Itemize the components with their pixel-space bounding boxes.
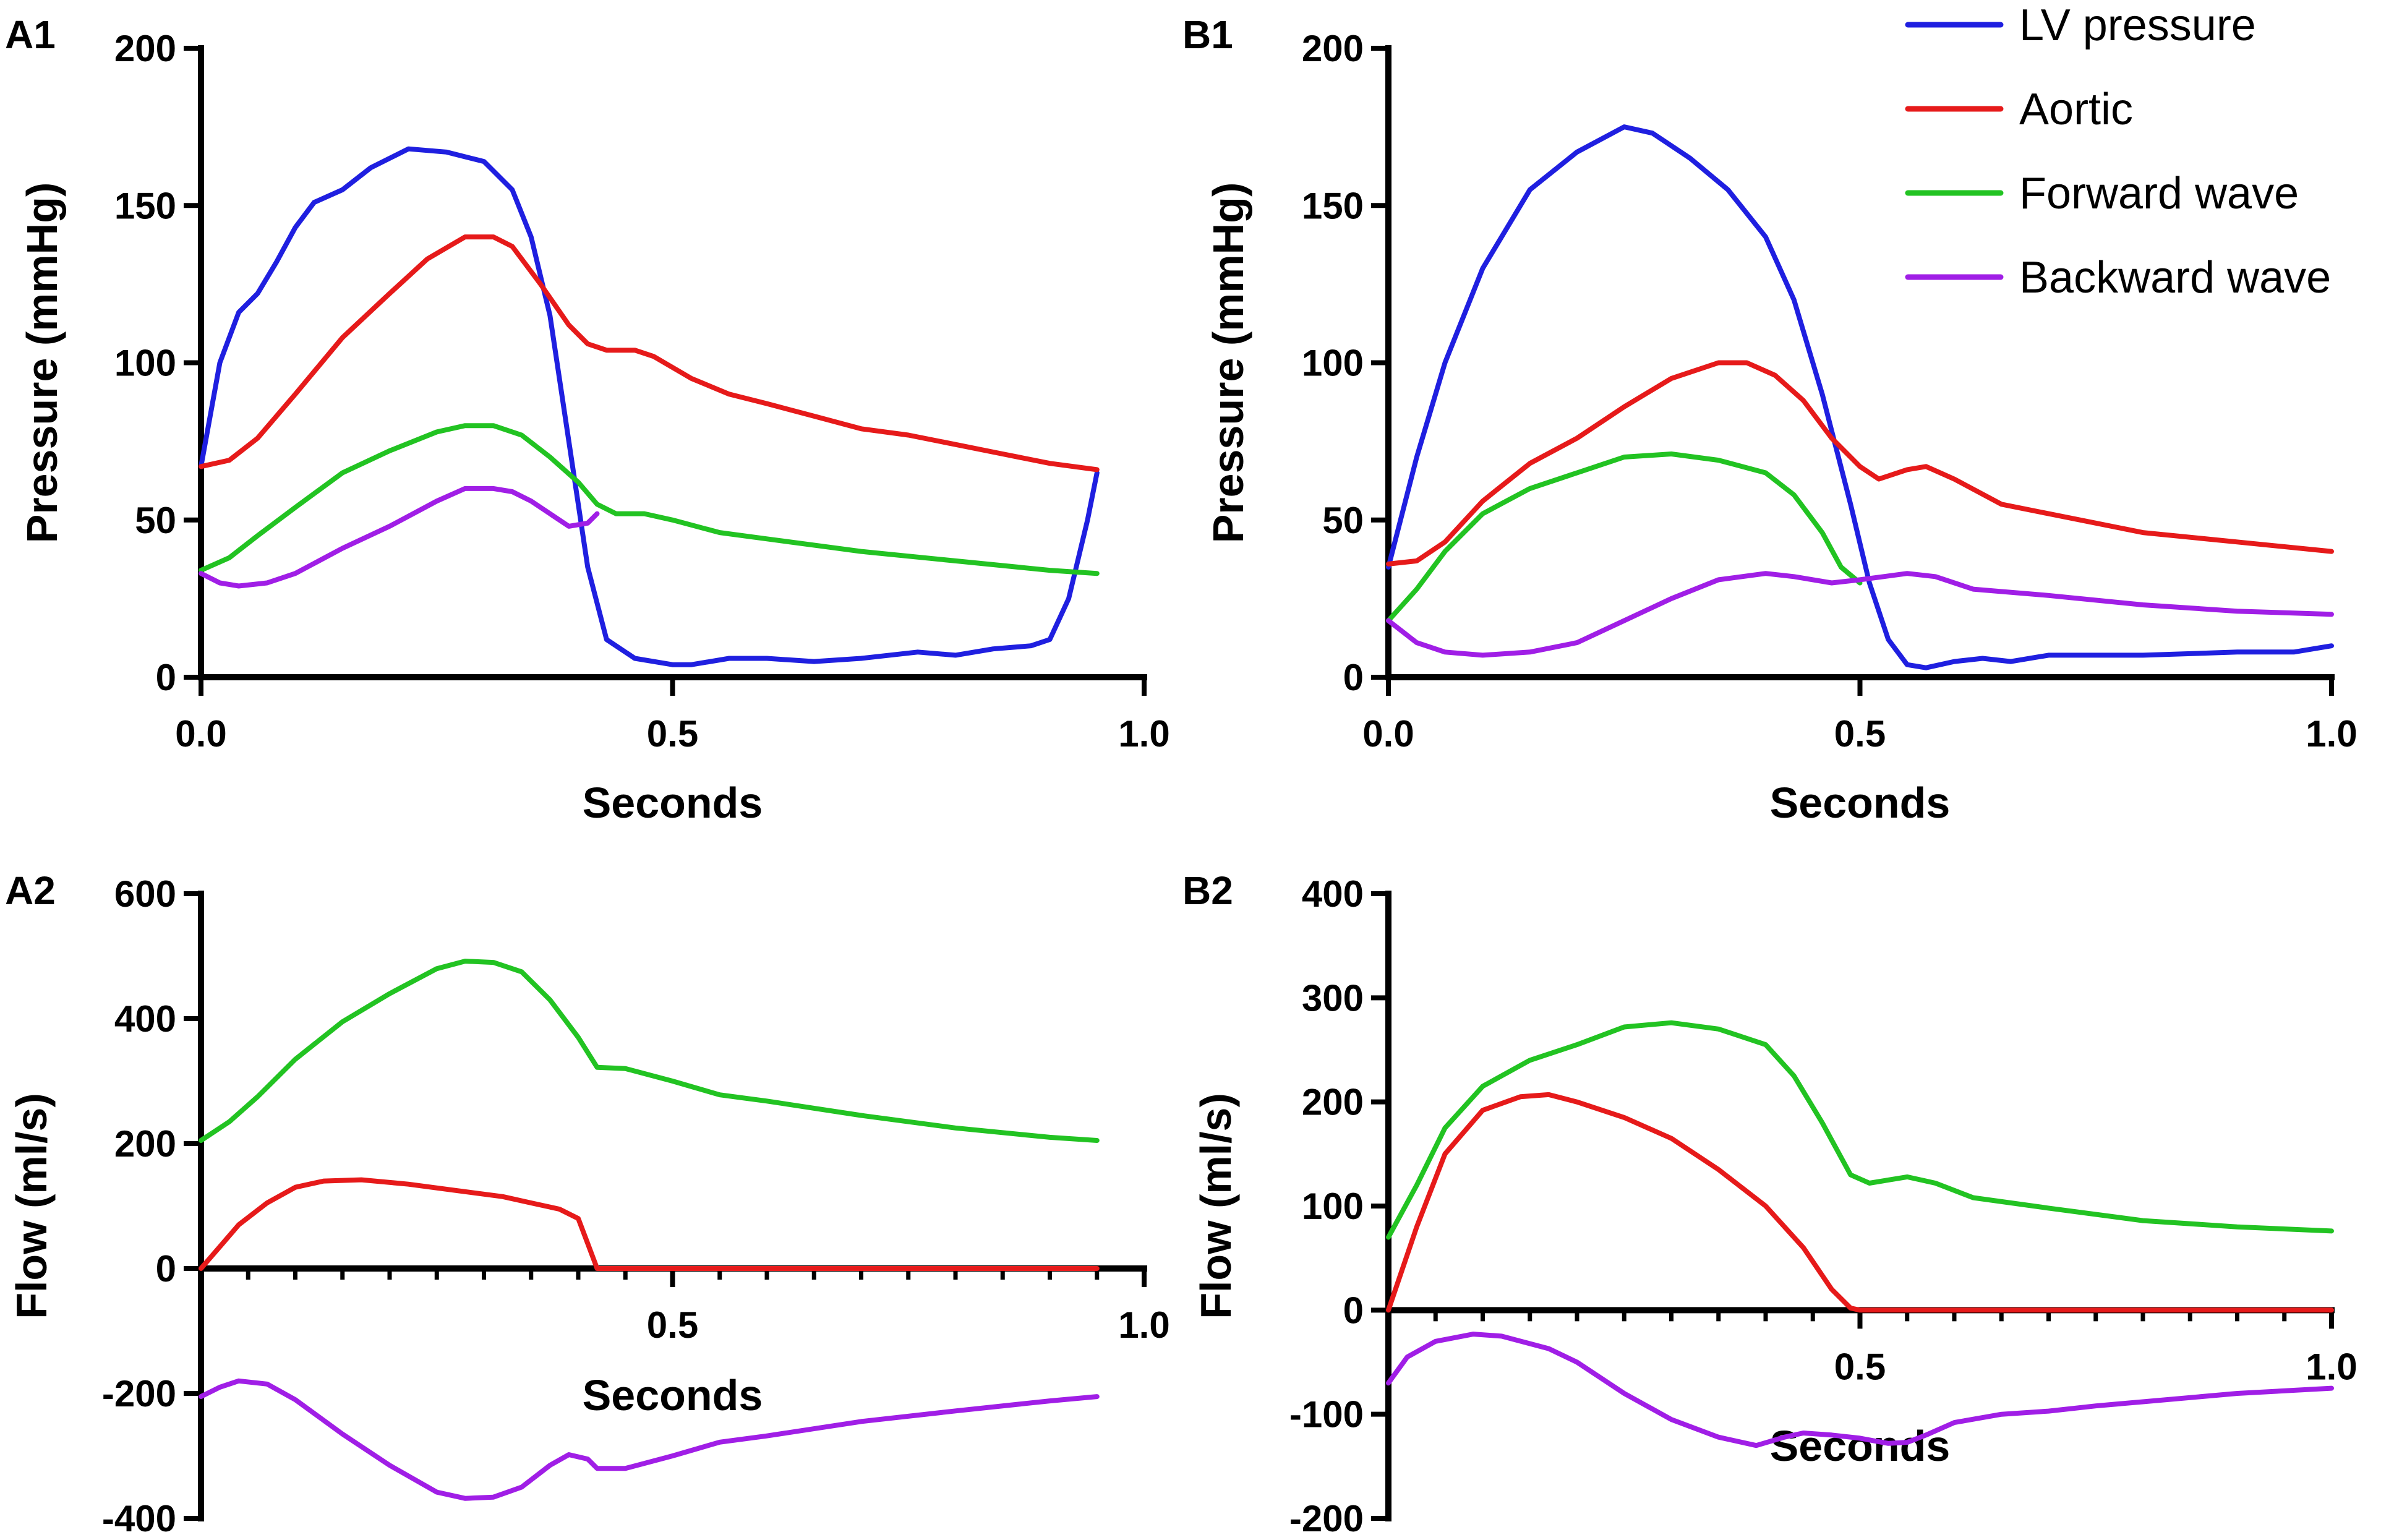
y-axis-title: Flow (ml/s) <box>7 1093 56 1319</box>
x-axis-title: Seconds <box>583 1371 763 1419</box>
legend-label-lv-pressure: LV pressure <box>2019 1 2256 50</box>
y-tick-label: 0 <box>156 657 176 698</box>
series-line-lv-pressure <box>199 146 1100 667</box>
y-tick-label: -100 <box>1289 1394 1364 1435</box>
y-tick-label: 200 <box>114 1123 176 1165</box>
y-tick-label: 100 <box>114 343 176 384</box>
x-tick-label: 0.0 <box>1362 713 1414 755</box>
series-line-forward-wave <box>1386 1020 2334 1240</box>
y-axis-title: Pressure (mmHg) <box>1204 182 1252 544</box>
y-axis-title: Pressure (mmHg) <box>18 182 66 544</box>
y-tick-label: 200 <box>114 28 176 69</box>
y-tick-label: 400 <box>1302 873 1364 915</box>
x-tick-label: 0.5 <box>647 713 698 755</box>
series-line-aortic <box>1386 1092 2334 1313</box>
y-tick-label: 50 <box>135 500 176 541</box>
x-tick-label: 1.0 <box>2306 1346 2357 1387</box>
x-tick-label: 0.0 <box>175 713 226 755</box>
x-axis-title: Seconds <box>583 779 763 827</box>
y-tick-label: -200 <box>102 1373 176 1414</box>
y-tick-label: 50 <box>1322 500 1364 541</box>
x-tick-label: 0.5 <box>647 1304 698 1346</box>
y-axis-title: Flow (ml/s) <box>1192 1093 1240 1319</box>
y-tick-label: 200 <box>1302 28 1364 69</box>
series-line-lv-pressure <box>1386 124 2334 670</box>
x-tick-label: 0.5 <box>1834 713 1886 755</box>
legend-label-aortic: Aortic <box>2019 85 2133 134</box>
x-tick-label: 1.0 <box>1118 713 1169 755</box>
series-line-forward-wave <box>199 423 1100 576</box>
series-line-backward-wave <box>199 486 600 589</box>
series-line-backward-wave <box>199 1378 1100 1501</box>
panel-label: A1 <box>5 12 56 57</box>
series-line-aortic <box>199 234 1100 473</box>
series-line-backward-wave <box>1386 571 2334 658</box>
legend: LV pressure Aortic Forward wave Backward wa… <box>1905 1 2331 302</box>
y-tick-label: 600 <box>114 873 176 915</box>
series-line-aortic <box>1386 360 2334 567</box>
series-line-forward-wave <box>1386 451 1863 623</box>
x-tick-label: 1.0 <box>1118 1304 1169 1346</box>
y-tick-label: 200 <box>1302 1082 1364 1123</box>
chart-b1: B1 0 50 100 150 200 0.0 0.5 1.0 Seconds Pressure (… <box>1182 12 2357 827</box>
panel-label: A2 <box>5 868 56 913</box>
series-line-backward-wave <box>1386 1332 2334 1448</box>
y-tick-label: 150 <box>1302 185 1364 226</box>
legend-label-backward-wave: Backward wave <box>2019 253 2331 302</box>
y-tick-label: 150 <box>114 185 176 226</box>
y-tick-label: -200 <box>1289 1498 1364 1539</box>
x-axis-title: Seconds <box>1770 1422 1951 1470</box>
chart-b2: B2 -200 -100 0 100 200 300 400 0.5 1.0 Seconds Flow… <box>1182 868 2357 1539</box>
chart-a1: A1 0 50 100 150 200 0.0 0.5 1.0 Seconds Pressure (… <box>5 12 1170 827</box>
x-tick-label: 0.5 <box>1834 1346 1886 1387</box>
y-tick-label: 100 <box>1302 1186 1364 1227</box>
y-tick-label: 0 <box>1343 657 1364 698</box>
series-line-aortic <box>199 1177 1100 1271</box>
chart-a2: A2 -400 -200 0 200 400 600 0.5 1.0 Seconds Flow (m… <box>5 868 1170 1539</box>
panel-label: B1 <box>1182 12 1233 57</box>
panel-label: B2 <box>1182 868 1233 913</box>
series-line-forward-wave <box>199 959 1100 1143</box>
y-tick-label: 400 <box>114 998 176 1040</box>
y-tick-label: -400 <box>102 1498 176 1539</box>
legend-label-forward-wave: Forward wave <box>2019 169 2299 218</box>
y-tick-label: 0 <box>1343 1290 1364 1331</box>
x-tick-label: 1.0 <box>2306 713 2357 755</box>
x-axis-title: Seconds <box>1770 779 1951 827</box>
y-tick-label: 100 <box>1302 343 1364 384</box>
y-tick-label: 0 <box>156 1248 176 1290</box>
y-tick-label: 300 <box>1302 977 1364 1019</box>
